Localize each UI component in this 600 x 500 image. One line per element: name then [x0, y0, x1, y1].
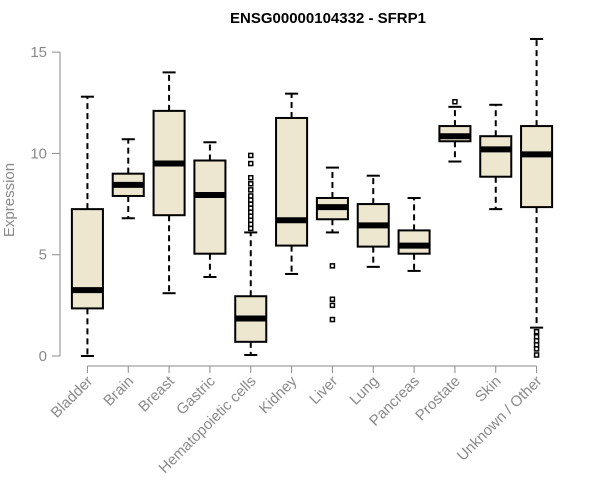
box-group: [275, 92, 309, 275]
box-group: [356, 174, 390, 268]
outlier-point: [248, 152, 254, 159]
box-group: [520, 37, 554, 358]
outlier-point: [248, 174, 254, 181]
box-group: [397, 196, 431, 272]
box-group: [70, 95, 104, 357]
y-tick-label: 0: [39, 348, 47, 365]
iqr-box: [479, 135, 513, 178]
chart-title: ENSG00000104332 - SFRP1: [230, 10, 426, 27]
x-tick-label: Brain: [100, 373, 137, 410]
box-group: [193, 141, 227, 278]
outlier-point: [248, 181, 254, 187]
outlier-point: [329, 302, 336, 309]
outlier-point: [329, 263, 336, 269]
y-axis-label: Expression: [1, 163, 18, 237]
y-tick-label: 15: [30, 44, 47, 61]
box-group: [111, 138, 145, 220]
iqr-box: [193, 159, 227, 255]
box-group: [479, 103, 513, 211]
iqr-box: [275, 116, 309, 247]
x-tick-label: Skin: [472, 373, 505, 406]
outlier-point: [533, 352, 540, 358]
box-group: [438, 99, 472, 163]
outlier-point: [248, 160, 254, 167]
box-group: [315, 166, 349, 323]
plot-area: [70, 37, 554, 358]
iqr-box: [397, 229, 431, 255]
x-tick-label: Breast: [135, 372, 178, 415]
box-group: [152, 71, 186, 295]
x-tick-label: Lung: [346, 373, 382, 409]
x-tick-label: Prostate: [412, 373, 464, 425]
x-tick-label: Kidney: [256, 372, 301, 417]
iqr-box: [70, 208, 104, 310]
y-axis: 0 5 10 15: [30, 44, 61, 365]
outlier-point: [452, 99, 458, 105]
box-group: [234, 152, 268, 356]
y-tick-label: 10: [30, 145, 47, 162]
outlier-point: [533, 328, 540, 335]
outlier-point: [248, 187, 254, 193]
outlier-point: [533, 346, 540, 352]
x-tick-label: Liver: [306, 373, 341, 408]
y-tick-label: 5: [39, 247, 47, 264]
x-tick-label: Bladder: [48, 373, 97, 422]
outlier-point: [248, 193, 254, 199]
outlier-point: [329, 316, 336, 323]
outlier-point: [329, 296, 336, 303]
iqr-box: [520, 125, 554, 209]
